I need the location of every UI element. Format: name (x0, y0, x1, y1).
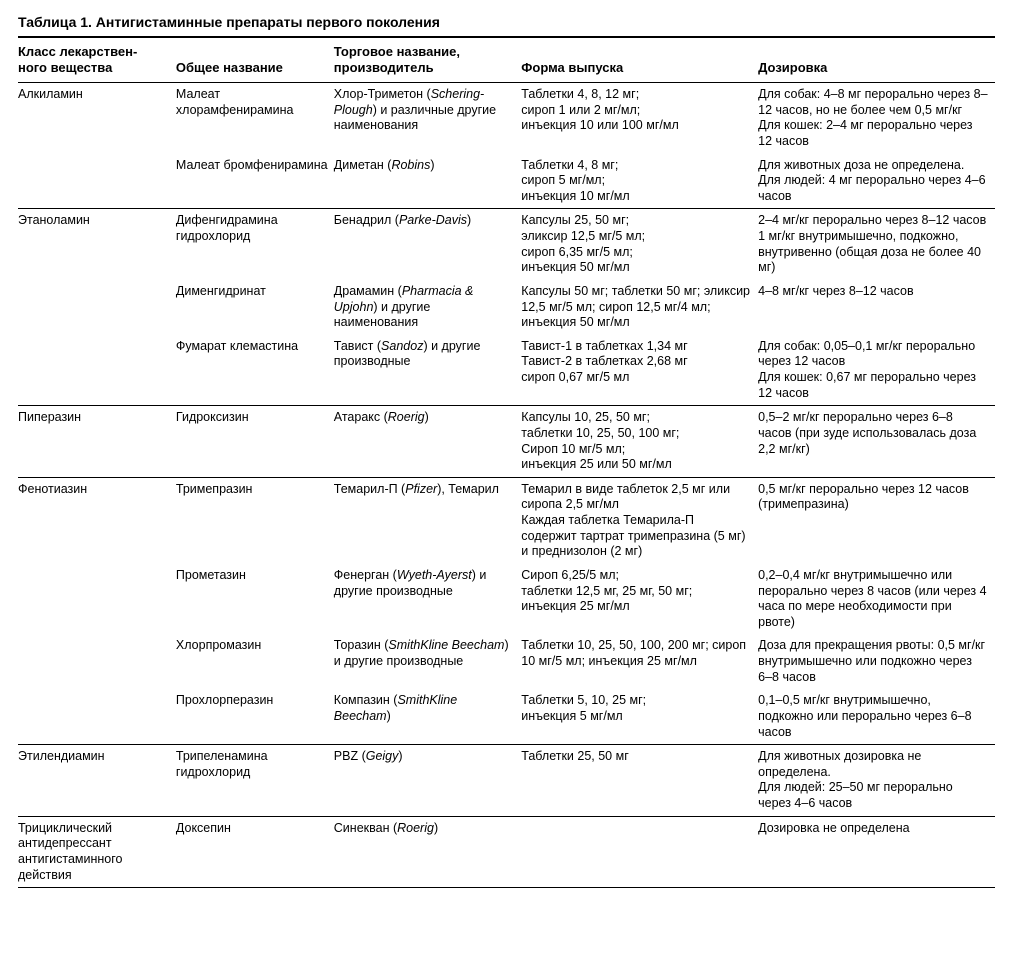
cell-generic-name: Прохлорперазин (176, 689, 334, 744)
table-row: АлкиламинМалеат хлорамфенираминаХлор-Три… (18, 83, 995, 154)
cell-form: Таблетки 5, 10, 25 мг;инъекция 5 мг/мл (521, 689, 758, 744)
cell-form: Тавист-1 в таблетках 1,34 мгТавист-2 в т… (521, 335, 758, 406)
table-caption: Таблица 1. Антигистаминные препараты пер… (18, 14, 995, 32)
cell-form: Таблетки 10, 25, 50, 100, 200 мг; сироп … (521, 634, 758, 689)
cell-trade-name: Синекван (Roerig) (334, 816, 522, 888)
cell-dose: Для собак: 0,05–0,1 мг/кг перорально чер… (758, 335, 995, 406)
cell-drug-class: Этилендиамин (18, 745, 176, 817)
col-header-generic: Общее название (176, 37, 334, 83)
cell-form: Капсулы 50 мг; таблетки 50 мг; эликсир 1… (521, 280, 758, 335)
cell-trade-name: Темарил-П (Pfizer), Темарил (334, 477, 522, 564)
cell-dose: 0,2–0,4 мг/кг внутримышечно или перораль… (758, 564, 995, 635)
cell-generic-name: Дифенгидрамина гидрохлорид (176, 209, 334, 280)
cell-trade-name: Бенадрил (Parke-Davis) (334, 209, 522, 280)
cell-drug-class (18, 335, 176, 406)
cell-drug-class: Пиперазин (18, 406, 176, 478)
cell-form: Капсулы 25, 50 мг;эликсир 12,5 мг/5 мл;с… (521, 209, 758, 280)
cell-trade-name: Диметан (Robins) (334, 154, 522, 209)
table-row: ПрометазинФенерган (Wyeth-Ayerst) и друг… (18, 564, 995, 635)
cell-trade-name: Драмамин (Pharmacia & Upjohn) и другие н… (334, 280, 522, 335)
cell-generic-name: Фумарат клемастина (176, 335, 334, 406)
cell-drug-class (18, 564, 176, 635)
cell-dose: 0,1–0,5 мг/кг внутримышечно, подкожно ил… (758, 689, 995, 744)
col-header-class: Класс лекарствен-ного вещества (18, 37, 176, 83)
cell-drug-class (18, 280, 176, 335)
cell-dose: 0,5 мг/кг перорально через 12 часов (три… (758, 477, 995, 564)
cell-dose: Для собак: 4–8 мг перорально через 8–12 … (758, 83, 995, 154)
cell-trade-name: Тавист (Sandoz) и другие производные (334, 335, 522, 406)
cell-dose: Доза для прекращения рвоты: 0,5 мг/кг вн… (758, 634, 995, 689)
cell-dose: Для животных дозировка не определена.Для… (758, 745, 995, 817)
table-row: ДименгидринатДрамамин (Pharmacia & Upjoh… (18, 280, 995, 335)
cell-trade-name: Торазин (SmithKline Beecham) и другие пр… (334, 634, 522, 689)
cell-dose: Для животных доза не определена.Для люде… (758, 154, 995, 209)
table-row: Трициклический антидепрессант антигистам… (18, 816, 995, 888)
cell-trade-name: Фенерган (Wyeth-Ayerst) и другие произво… (334, 564, 522, 635)
cell-drug-class: Фенотиазин (18, 477, 176, 564)
cell-form: Капсулы 10, 25, 50 мг;таблетки 10, 25, 5… (521, 406, 758, 478)
cell-dose: 2–4 мг/кг перорально через 8–12 часов1 м… (758, 209, 995, 280)
col-header-trade: Торговое название,производитель (334, 37, 522, 83)
table-row: ЭтилендиаминТрипеленамина гидрохлоридPBZ… (18, 745, 995, 817)
cell-generic-name: Доксепин (176, 816, 334, 888)
cell-generic-name: Гидроксизин (176, 406, 334, 478)
table-row: ХлорпромазинТоразин (SmithKline Beecham)… (18, 634, 995, 689)
cell-form: Таблетки 4, 8 мг;сироп 5 мг/мл;инъекция … (521, 154, 758, 209)
table-row: Малеат бромфенираминаДиметан (Robins)Таб… (18, 154, 995, 209)
cell-form: Темарил в виде таблеток 2,5 мг или сироп… (521, 477, 758, 564)
table-row: Фумарат клемастинаТавист (Sandoz) и друг… (18, 335, 995, 406)
table-header-row: Класс лекарствен-ного вещества Общее наз… (18, 37, 995, 83)
cell-generic-name: Дименгидринат (176, 280, 334, 335)
cell-trade-name: PBZ (Geigy) (334, 745, 522, 817)
cell-form (521, 816, 758, 888)
cell-form: Таблетки 4, 8, 12 мг;сироп 1 или 2 мг/мл… (521, 83, 758, 154)
cell-generic-name: Трипеленамина гидрохлорид (176, 745, 334, 817)
cell-generic-name: Хлорпромазин (176, 634, 334, 689)
cell-form: Таблетки 25, 50 мг (521, 745, 758, 817)
cell-generic-name: Тримепразин (176, 477, 334, 564)
col-header-form: Форма выпуска (521, 37, 758, 83)
col-header-dose: Дозировка (758, 37, 995, 83)
table-row: ФенотиазинТримепразинТемарил-П (Pfizer),… (18, 477, 995, 564)
cell-dose: 0,5–2 мг/кг перорально через 6–8 часов (… (758, 406, 995, 478)
cell-drug-class: Этаноламин (18, 209, 176, 280)
antihistamines-table: Класс лекарствен-ного вещества Общее наз… (18, 36, 995, 889)
cell-trade-name: Компазин (SmithKline Beecham) (334, 689, 522, 744)
cell-trade-name: Атаракс (Roerig) (334, 406, 522, 478)
cell-trade-name: Хлор-Триметон (Schering-Plough) и различ… (334, 83, 522, 154)
cell-generic-name: Прометазин (176, 564, 334, 635)
cell-dose: Дозировка не определена (758, 816, 995, 888)
cell-drug-class (18, 634, 176, 689)
table-row: ПиперазинГидроксизинАтаракс (Roerig)Капс… (18, 406, 995, 478)
cell-drug-class (18, 154, 176, 209)
table-row: ПрохлорперазинКомпазин (SmithKline Beech… (18, 689, 995, 744)
cell-generic-name: Малеат бромфенирамина (176, 154, 334, 209)
cell-dose: 4–8 мг/кг через 8–12 часов (758, 280, 995, 335)
cell-form: Сироп 6,25/5 мл;таблетки 12,5 мг, 25 мг,… (521, 564, 758, 635)
cell-drug-class (18, 689, 176, 744)
cell-drug-class: Трициклический антидепрессант антигистам… (18, 816, 176, 888)
cell-drug-class: Алкиламин (18, 83, 176, 154)
table-row: ЭтаноламинДифенгидрамина гидрохлоридБена… (18, 209, 995, 280)
cell-generic-name: Малеат хлорамфенирамина (176, 83, 334, 154)
